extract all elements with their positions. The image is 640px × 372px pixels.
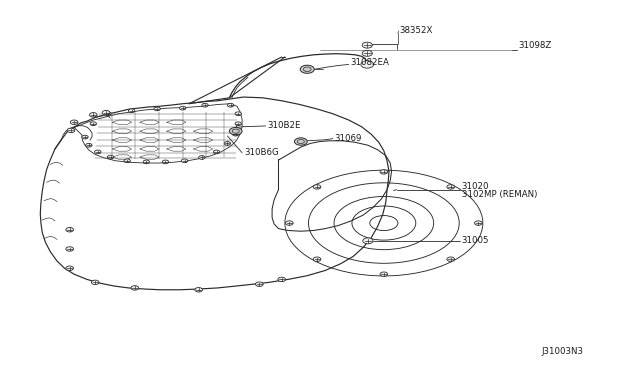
Circle shape	[235, 122, 241, 126]
Circle shape	[131, 286, 139, 290]
Text: J31003N3: J31003N3	[541, 347, 584, 356]
Circle shape	[213, 150, 220, 154]
Text: 31069: 31069	[334, 134, 362, 143]
Text: 3102MP (REMAN): 3102MP (REMAN)	[462, 190, 537, 199]
Circle shape	[198, 155, 205, 159]
Circle shape	[70, 120, 78, 125]
Text: 31098Z: 31098Z	[518, 41, 551, 51]
Circle shape	[224, 141, 230, 145]
Circle shape	[195, 288, 202, 292]
Circle shape	[235, 112, 241, 116]
Circle shape	[66, 228, 74, 232]
Circle shape	[362, 42, 372, 48]
Circle shape	[313, 185, 321, 189]
Text: 310B6G: 310B6G	[244, 148, 280, 157]
Circle shape	[129, 109, 135, 113]
Circle shape	[229, 128, 242, 135]
Circle shape	[380, 272, 388, 276]
Circle shape	[363, 238, 373, 244]
Circle shape	[294, 138, 307, 145]
Circle shape	[67, 128, 75, 133]
Text: 31020: 31020	[462, 182, 489, 191]
Circle shape	[278, 277, 285, 282]
Circle shape	[92, 280, 99, 285]
Circle shape	[179, 106, 186, 110]
Circle shape	[447, 185, 454, 189]
Text: 38352X: 38352X	[400, 26, 433, 35]
Circle shape	[181, 159, 188, 163]
Circle shape	[90, 113, 97, 117]
Circle shape	[163, 160, 169, 164]
Text: 31082EA: 31082EA	[351, 58, 390, 67]
Circle shape	[154, 107, 161, 111]
Circle shape	[474, 221, 482, 225]
Circle shape	[105, 112, 111, 116]
Circle shape	[66, 247, 74, 251]
Circle shape	[361, 61, 374, 68]
Circle shape	[447, 257, 454, 262]
Circle shape	[380, 170, 388, 174]
Circle shape	[313, 257, 321, 262]
Circle shape	[300, 65, 314, 73]
Text: 31005: 31005	[462, 236, 489, 246]
Circle shape	[285, 221, 293, 225]
Circle shape	[362, 50, 372, 56]
Circle shape	[90, 122, 97, 126]
Circle shape	[143, 160, 150, 164]
Circle shape	[227, 103, 234, 107]
Circle shape	[102, 110, 110, 115]
Circle shape	[124, 159, 131, 163]
Circle shape	[95, 150, 101, 154]
Circle shape	[66, 266, 74, 270]
Circle shape	[82, 135, 88, 139]
Text: 310B2E: 310B2E	[268, 122, 301, 131]
Circle shape	[86, 143, 92, 147]
Circle shape	[202, 103, 208, 107]
Circle shape	[108, 155, 114, 159]
Circle shape	[232, 132, 239, 136]
Circle shape	[255, 282, 263, 286]
